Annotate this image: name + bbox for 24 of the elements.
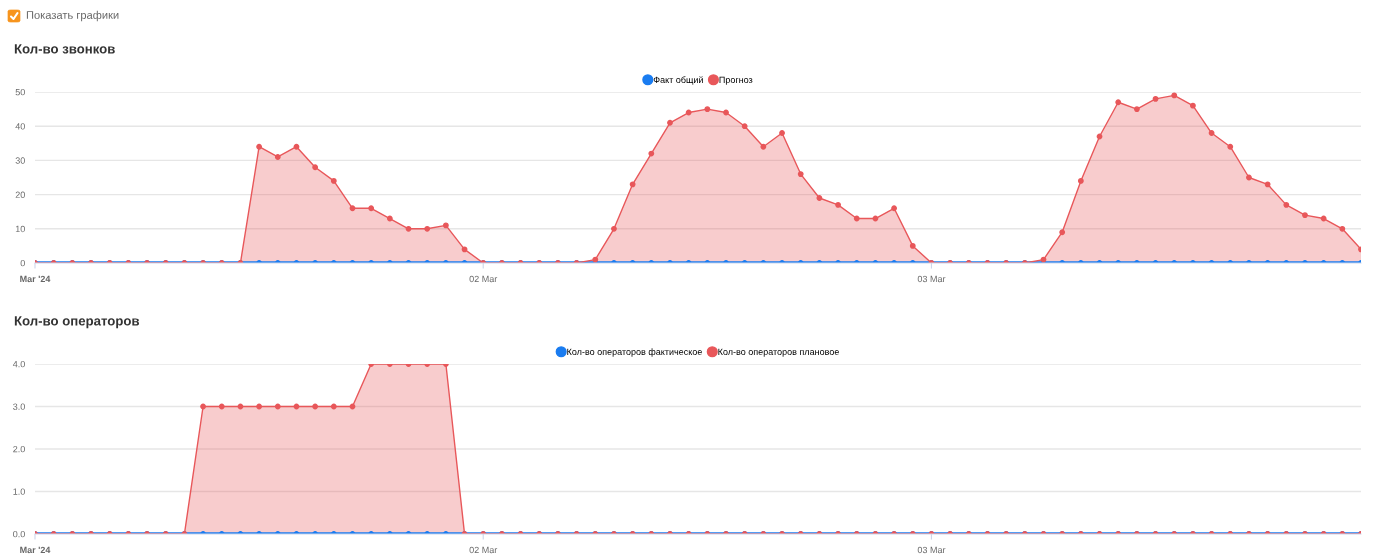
- x-tick-label: 03 Mar: [917, 275, 946, 283]
- legend-label: Прогноз: [719, 76, 753, 85]
- x-tick-label: 02 Mar: [469, 546, 498, 554]
- y-tick-label: 0.0: [13, 530, 25, 538]
- y-tick-label: 3.0: [13, 403, 25, 410]
- x-tick-label: 03 Mar: [917, 546, 946, 554]
- legend-label: Кол-во операторов плановое: [718, 348, 839, 357]
- y-tick-label: 2.0: [13, 445, 25, 453]
- x-tick-label: 02 Mar: [469, 275, 498, 283]
- y-tick-label: 10: [15, 225, 25, 233]
- y-tick-label: 4.0: [12, 360, 25, 368]
- y-tick-label: 0: [20, 259, 25, 267]
- y-tick-label: 40: [15, 123, 25, 130]
- text: Показать графики: [26, 10, 119, 22]
- x-tick-label: Mar '24: [20, 546, 51, 554]
- x-tick-label: Mar '24: [20, 275, 51, 283]
- chart-title: Кол-во операторов: [14, 316, 140, 329]
- legend-label: Кол-во операторов фактическое: [567, 348, 702, 357]
- y-tick-label: 20: [15, 191, 25, 198]
- y-tick-label: 50: [15, 88, 25, 96]
- y-tick-label: 1.0: [13, 488, 25, 495]
- y-tick-label: 30: [15, 157, 25, 164]
- chart-title: Кол-во звонков: [14, 44, 115, 54]
- legend-label: Факт общий: [653, 76, 703, 85]
